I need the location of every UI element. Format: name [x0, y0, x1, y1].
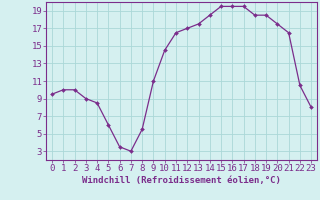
X-axis label: Windchill (Refroidissement éolien,°C): Windchill (Refroidissement éolien,°C)	[82, 176, 281, 185]
